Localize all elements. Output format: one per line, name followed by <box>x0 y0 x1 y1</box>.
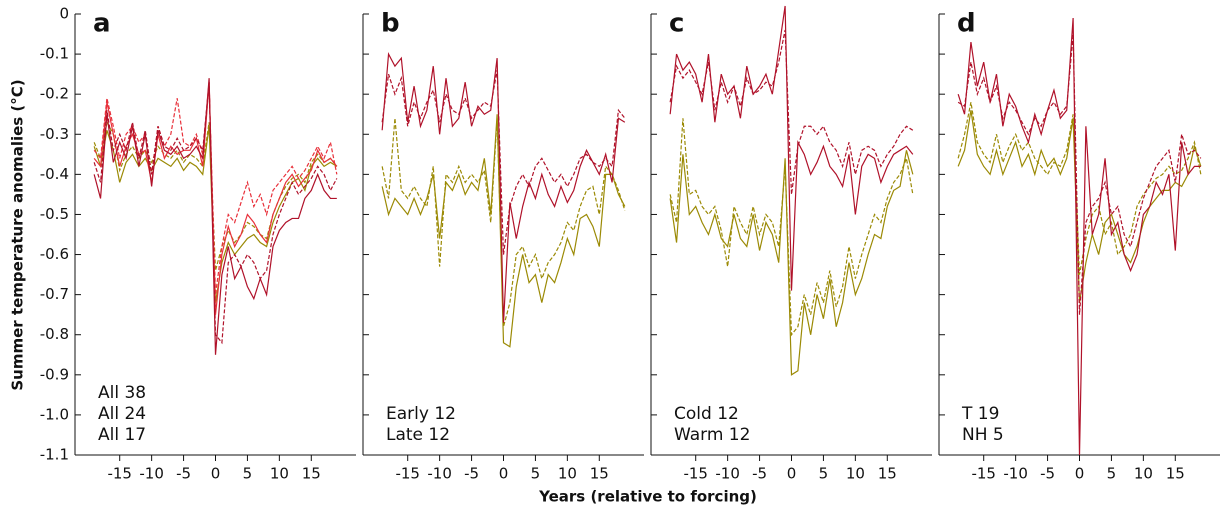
solid-line <box>93 126 338 303</box>
panel-letter: d <box>957 9 976 39</box>
legend-entry: T 19 <box>961 404 999 424</box>
legend-entry: Early 12 <box>386 404 456 424</box>
x-tick-label: 15 <box>302 465 321 483</box>
y-tick-label: -0.5 <box>40 205 69 223</box>
x-tick-label: -5 <box>176 465 191 483</box>
y-tick-label: -1.0 <box>40 405 69 423</box>
legend-entry: All 38 <box>98 383 146 403</box>
x-tick-label: -15 <box>971 465 996 483</box>
y-tick-label: -0.2 <box>40 85 69 103</box>
x-tick-label: 10 <box>270 465 289 483</box>
x-tick-label: -10 <box>715 465 740 483</box>
dashed-line <box>93 120 338 271</box>
x-tick-label: 10 <box>1134 465 1153 483</box>
dashed-line <box>381 70 626 255</box>
legend-entry: NH 5 <box>962 425 1004 445</box>
y-tick-label: -0.3 <box>40 125 69 143</box>
x-tick-label: -5 <box>752 465 767 483</box>
y-tick-label: -1.1 <box>40 446 69 464</box>
dashed-line <box>957 33 1202 315</box>
y-tick-label: -0.4 <box>40 165 69 183</box>
x-tick-label: 0 <box>1075 465 1085 483</box>
legend-entry: Warm 12 <box>674 425 750 445</box>
solid-line <box>93 78 337 355</box>
dashed-line <box>957 102 1202 275</box>
x-tick-label: 5 <box>819 465 829 483</box>
solid-line <box>669 150 914 376</box>
dashed-line <box>381 118 626 327</box>
x-tick-label: 15 <box>878 465 897 483</box>
legend-entry: All 24 <box>98 404 146 424</box>
dashed-line <box>669 29 914 195</box>
y-tick-label: -0.6 <box>40 245 69 263</box>
x-tick-label: 10 <box>558 465 577 483</box>
dashed-line <box>669 118 914 337</box>
x-tick-label: -15 <box>107 465 132 483</box>
panel-letter: c <box>669 9 684 39</box>
x-tick-label: 10 <box>846 465 865 483</box>
x-tick-label: -5 <box>1040 465 1055 483</box>
x-tick-label: 15 <box>590 465 609 483</box>
solid-line <box>957 17 1201 456</box>
solid-line <box>381 52 626 323</box>
x-tick-label: 5 <box>1107 465 1117 483</box>
x-tick-label: 0 <box>211 465 221 483</box>
x-tick-label: 5 <box>531 465 541 483</box>
x-tick-label: 15 <box>1166 465 1185 483</box>
legend-entry: Late 12 <box>386 425 450 445</box>
y-tick-label: -0.8 <box>40 325 69 343</box>
legend-entry: All 17 <box>98 425 146 445</box>
solid-line <box>669 5 914 291</box>
x-tick-label: -5 <box>464 465 479 483</box>
y-tick-label: 0 <box>59 5 69 23</box>
y-axis-title: Summer temperature anomalies (°C) <box>9 79 27 390</box>
x-tick-label: 0 <box>499 465 509 483</box>
solid-line <box>381 114 626 348</box>
legend-entry: Cold 12 <box>674 404 739 424</box>
y-tick-label: -0.7 <box>40 285 69 303</box>
y-tick-label: -0.9 <box>40 365 69 383</box>
x-tick-label: -15 <box>683 465 708 483</box>
x-tick-label: 5 <box>243 465 253 483</box>
x-tick-label: 0 <box>787 465 797 483</box>
x-axis-title: Years (relative to forcing) <box>538 488 757 506</box>
x-tick-label: -10 <box>139 465 164 483</box>
panel-letter: b <box>381 9 400 39</box>
x-tick-label: -10 <box>1003 465 1028 483</box>
x-tick-label: -10 <box>427 465 452 483</box>
y-tick-label: -0.1 <box>40 45 69 63</box>
panel-letter: a <box>93 9 111 39</box>
x-tick-label: -15 <box>395 465 420 483</box>
